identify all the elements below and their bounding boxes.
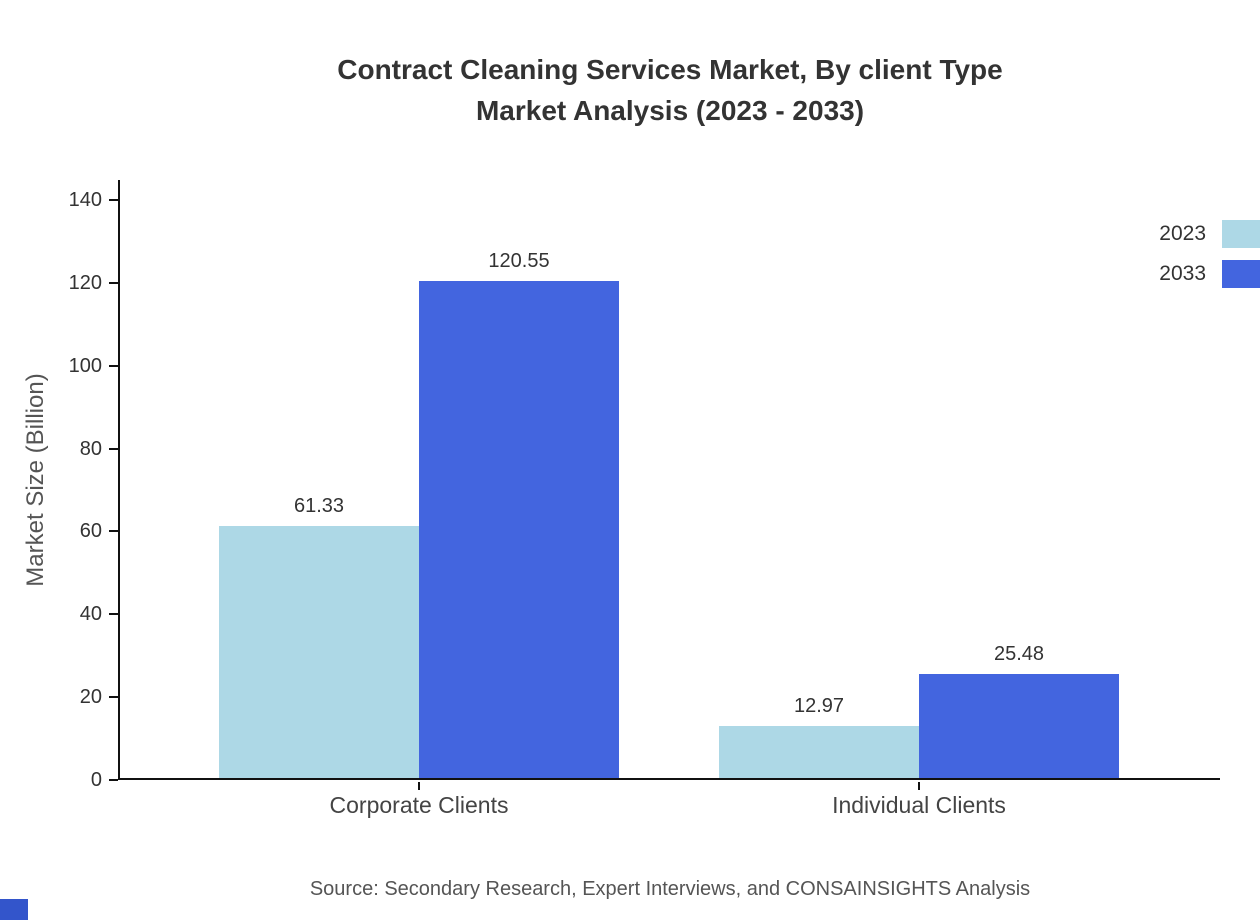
legend-item-2023: 2023 [1159, 220, 1260, 248]
bar-value-label: 12.97 [793, 695, 845, 718]
x-axis-category-labels: Corporate Clients Individual Clients [120, 792, 1220, 832]
y-tick-label: 60 [79, 520, 102, 543]
chart-title-line1: Contract Cleaning Services Market, By cl… [337, 54, 1003, 85]
legend-label: 2023 [1159, 222, 1206, 245]
y-tick-mark [109, 530, 118, 533]
bar-value-label: 120.55 [488, 249, 550, 272]
y-tick-mark [109, 199, 118, 201]
y-tick-mark [109, 364, 118, 367]
source-note: Source: Secondary Research, Expert Inter… [309, 878, 1031, 900]
bar-2023-individual-clients [719, 726, 919, 780]
bar-2033-individual-clients [919, 674, 1119, 780]
y-tick-label: 0 [90, 769, 102, 791]
legend-swatch [1222, 220, 1260, 248]
legend-label: 2033 [1159, 262, 1206, 285]
bar-2023-corporate-clients [219, 525, 419, 780]
chart-title: Contract Cleaning Services Market, By cl… [80, 50, 1260, 131]
x-category-label: Corporate Clients [329, 792, 509, 818]
y-tick-label: 40 [79, 603, 102, 626]
legend-swatch [1222, 260, 1260, 288]
y-tick-label: 20 [79, 686, 102, 709]
legend-item-2033: 2033 [1159, 260, 1260, 288]
y-tick-mark [109, 447, 118, 450]
y-axis-title: Market Size (Billion) [22, 373, 49, 587]
x-axis-line [118, 778, 1220, 780]
y-tick-label: 80 [79, 437, 102, 460]
y-tick-mark [109, 696, 118, 699]
y-tick-label: 100 [68, 354, 102, 377]
x-tick-mark [918, 782, 920, 790]
watermark-logo [0, 899, 28, 920]
y-tick-mark [109, 281, 118, 284]
y-axis-line [118, 180, 120, 780]
y-tick-label: 120 [68, 271, 102, 294]
chart-title-line2: Market Analysis (2023 - 2033) [475, 94, 865, 126]
y-axis-tick-labels: 0 20 40 60 80 100 120 140 [48, 180, 102, 791]
y-tick-label: 140 [68, 189, 102, 211]
x-tick-mark [418, 782, 420, 790]
bar-series-layer: 61.33 120.55 12.97 25.48 [120, 180, 1220, 780]
chart-legend: 2023 2033 [1159, 220, 1260, 300]
bar-2033-corporate-clients [419, 280, 619, 780]
x-category-label: Individual Clients [832, 792, 1006, 818]
y-tick-mark [109, 779, 118, 781]
plot-area: 0 20 40 60 80 100 120 140 61.33 120.55 12.97 25.48 [69, 180, 1220, 791]
bar-value-label: 25.48 [993, 643, 1045, 666]
bar-value-label: 61.33 [293, 494, 345, 517]
y-tick-mark [109, 613, 118, 616]
